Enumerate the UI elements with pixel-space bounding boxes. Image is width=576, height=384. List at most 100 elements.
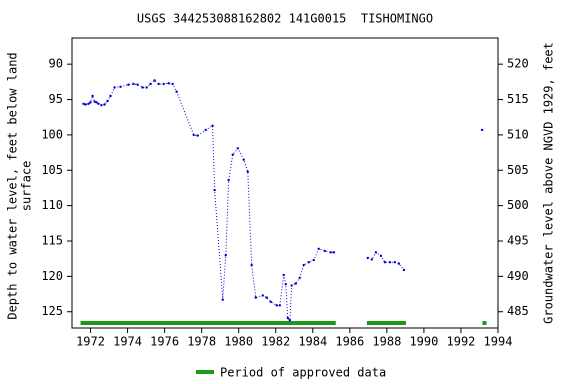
data-point (87, 102, 90, 105)
y-tick-label: 90 (49, 57, 63, 71)
x-tick-label: 1988 (372, 335, 401, 349)
data-point (374, 251, 378, 254)
data-point (89, 101, 92, 104)
y2-tick-label: 505 (507, 163, 529, 177)
x-tick-label: 1976 (150, 335, 179, 349)
y-axis-label: Depth to water level, feet below land (6, 52, 20, 319)
data-point (290, 284, 293, 287)
data-point (332, 251, 336, 254)
data-point (312, 258, 315, 262)
y-tick-label: 115 (41, 234, 63, 248)
data-point (282, 273, 285, 277)
data-point (97, 102, 100, 105)
y2-tick-label: 500 (507, 198, 529, 212)
y-tick-label: 120 (41, 269, 63, 283)
legend-label: Period of approved data (220, 366, 386, 380)
x-tick-label: 1992 (447, 335, 476, 349)
y-tick-label: 105 (41, 163, 63, 177)
y2-axis-label: Groundwater level above NGVD 1929, feet (542, 42, 556, 324)
approved-period (366, 321, 406, 325)
y2-tick-label: 495 (507, 234, 529, 248)
data-point (329, 251, 332, 254)
data-point (192, 133, 195, 137)
data-point (204, 128, 207, 132)
data-point (286, 316, 289, 320)
data-point (370, 258, 374, 261)
data-point (294, 282, 297, 285)
chart-title: USGS 344253088162802 141G0015 TISHOMINGO (137, 12, 433, 26)
y2-tick-label: 510 (507, 127, 529, 141)
data-point (162, 82, 165, 86)
data-point (388, 261, 392, 264)
data-point (224, 253, 227, 257)
data-point (288, 319, 292, 322)
data-point (246, 170, 249, 173)
data-point (307, 261, 310, 264)
data-point (480, 128, 484, 132)
data-point (379, 254, 383, 258)
x-tick-label: 1984 (298, 335, 327, 349)
data-point (149, 82, 152, 86)
data-point (302, 263, 305, 267)
data-point (109, 94, 112, 98)
data-point (119, 85, 122, 89)
y-tick-label: 95 (49, 92, 63, 106)
data-point (132, 82, 135, 86)
data-point (265, 296, 268, 299)
x-tick-label: 1982 (261, 335, 290, 349)
data-point (145, 86, 148, 89)
data-point (211, 124, 214, 127)
data-point (284, 282, 287, 286)
data-point (106, 99, 109, 103)
data-point (171, 82, 174, 86)
y2-tick-label: 485 (507, 304, 529, 318)
data-point (269, 300, 272, 304)
data-point (261, 294, 264, 297)
data-point (196, 134, 199, 137)
data-point (167, 82, 170, 85)
y2-tick-label: 490 (507, 269, 529, 283)
x-tick-label: 1980 (224, 335, 253, 349)
data-point (323, 249, 327, 253)
data-point (236, 147, 239, 150)
x-tick-label: 1978 (187, 335, 216, 349)
y2-tick-label: 520 (507, 57, 529, 71)
y2-tick-label: 515 (507, 92, 529, 106)
data-point (366, 256, 369, 260)
data-point (402, 268, 406, 272)
data-point (231, 153, 234, 156)
data-point (278, 304, 282, 307)
data-point (113, 86, 116, 89)
data-point (93, 100, 96, 103)
data-point (397, 262, 401, 265)
data-point (84, 103, 87, 106)
x-tick-label: 1994 (484, 335, 513, 349)
data-line (83, 80, 482, 320)
x-tick-label: 1986 (335, 335, 364, 349)
y-tick-label: 100 (41, 127, 63, 141)
data-point (127, 83, 130, 86)
y-tick-label: 125 (41, 304, 63, 318)
data-point (393, 261, 397, 264)
data-point (242, 158, 245, 161)
approved-period (482, 321, 487, 325)
data-point (227, 178, 230, 182)
data-point (175, 90, 178, 93)
y-tick-label: 110 (41, 198, 63, 212)
data-point (254, 296, 257, 299)
data-point (317, 247, 320, 250)
data-point (275, 304, 278, 307)
data-point (95, 101, 98, 104)
data-point (136, 83, 139, 86)
x-tick-label: 1990 (409, 335, 438, 349)
data-point (103, 103, 106, 106)
legend-swatch (196, 370, 214, 374)
data-point (141, 86, 144, 89)
data-point (213, 188, 216, 192)
data-point (91, 94, 94, 98)
data-point (250, 263, 253, 267)
plot-frame (71, 37, 499, 329)
x-tick-label: 1974 (113, 335, 142, 349)
